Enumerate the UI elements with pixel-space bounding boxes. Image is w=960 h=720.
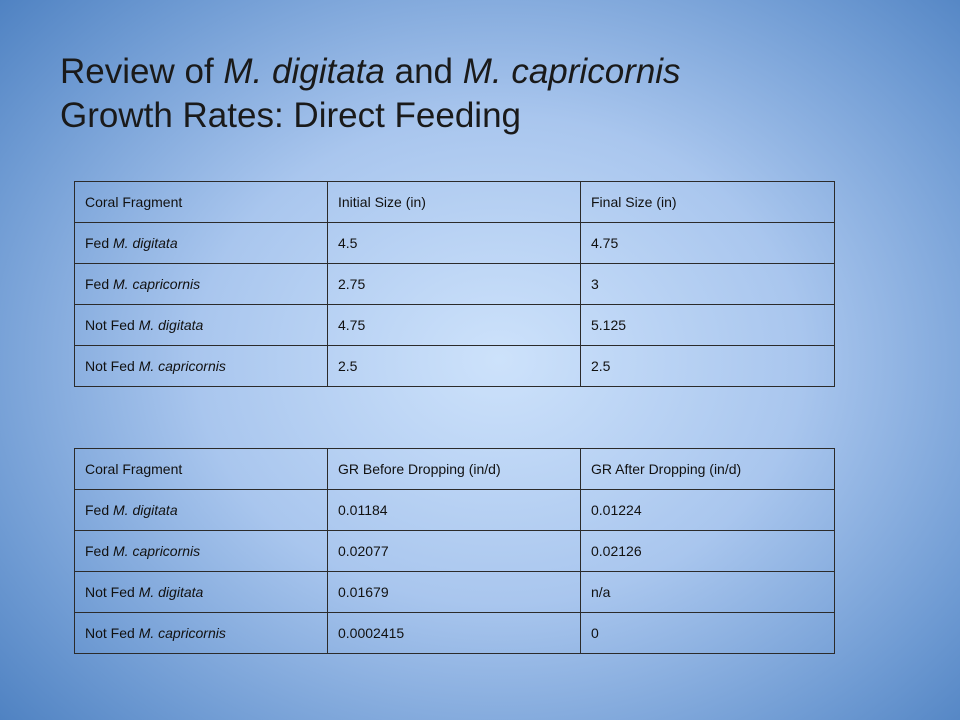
growth-rate-table: Coral Fragment GR Before Dropping (in/d)… <box>74 448 835 654</box>
table-header-row: Coral Fragment GR Before Dropping (in/d)… <box>74 448 835 490</box>
table-row: Fed M. digitata 4.5 4.75 <box>74 222 835 264</box>
header-cell: GR Before Dropping (in/d) <box>327 448 581 490</box>
table-row: Not Fed M. capricornis 2.5 2.5 <box>74 345 835 387</box>
table-row: Not Fed M. capricornis 0.0002415 0 <box>74 612 835 654</box>
initial-size-cell: 4.75 <box>327 304 581 346</box>
title-line-2: Growth Rates: Direct Feeding <box>60 96 522 135</box>
initial-size-cell: 4.5 <box>327 222 581 264</box>
gr-before-cell: 0.01679 <box>327 571 581 613</box>
header-cell: Initial Size (in) <box>327 181 581 223</box>
size-table: Coral Fragment Initial Size (in) Final S… <box>74 181 835 387</box>
fragment-cell: Not Fed M. capricornis <box>74 612 328 654</box>
fragment-cell: Fed M. digitata <box>74 222 328 264</box>
gr-after-cell: n/a <box>580 571 835 613</box>
fragment-cell: Fed M. digitata <box>74 489 328 531</box>
table-row: Fed M. capricornis 2.75 3 <box>74 263 835 305</box>
initial-size-cell: 2.5 <box>327 345 581 387</box>
header-cell: Coral Fragment <box>74 448 328 490</box>
fragment-cell: Not Fed M. digitata <box>74 571 328 613</box>
final-size-cell: 3 <box>580 263 835 305</box>
fragment-cell: Not Fed M. capricornis <box>74 345 328 387</box>
fragment-cell: Not Fed M. digitata <box>74 304 328 346</box>
table-row: Not Fed M. digitata 4.75 5.125 <box>74 304 835 346</box>
title-line-1: Review of M. digitata and M. capricornis <box>60 52 681 91</box>
final-size-cell: 2.5 <box>580 345 835 387</box>
table-row: Not Fed M. digitata 0.01679 n/a <box>74 571 835 613</box>
fragment-cell: Fed M. capricornis <box>74 530 328 572</box>
initial-size-cell: 2.75 <box>327 263 581 305</box>
table-row: Fed M. digitata 0.01184 0.01224 <box>74 489 835 531</box>
slide-title: Review of M. digitata and M. capricornis… <box>60 50 920 138</box>
final-size-cell: 5.125 <box>580 304 835 346</box>
table-header-row: Coral Fragment Initial Size (in) Final S… <box>74 181 835 223</box>
gr-before-cell: 0.0002415 <box>327 612 581 654</box>
gr-after-cell: 0.02126 <box>580 530 835 572</box>
gr-before-cell: 0.01184 <box>327 489 581 531</box>
header-cell: Final Size (in) <box>580 181 835 223</box>
gr-after-cell: 0 <box>580 612 835 654</box>
final-size-cell: 4.75 <box>580 222 835 264</box>
fragment-cell: Fed M. capricornis <box>74 263 328 305</box>
header-cell: GR After Dropping (in/d) <box>580 448 835 490</box>
header-cell: Coral Fragment <box>74 181 328 223</box>
gr-before-cell: 0.02077 <box>327 530 581 572</box>
table-row: Fed M. capricornis 0.02077 0.02126 <box>74 530 835 572</box>
gr-after-cell: 0.01224 <box>580 489 835 531</box>
